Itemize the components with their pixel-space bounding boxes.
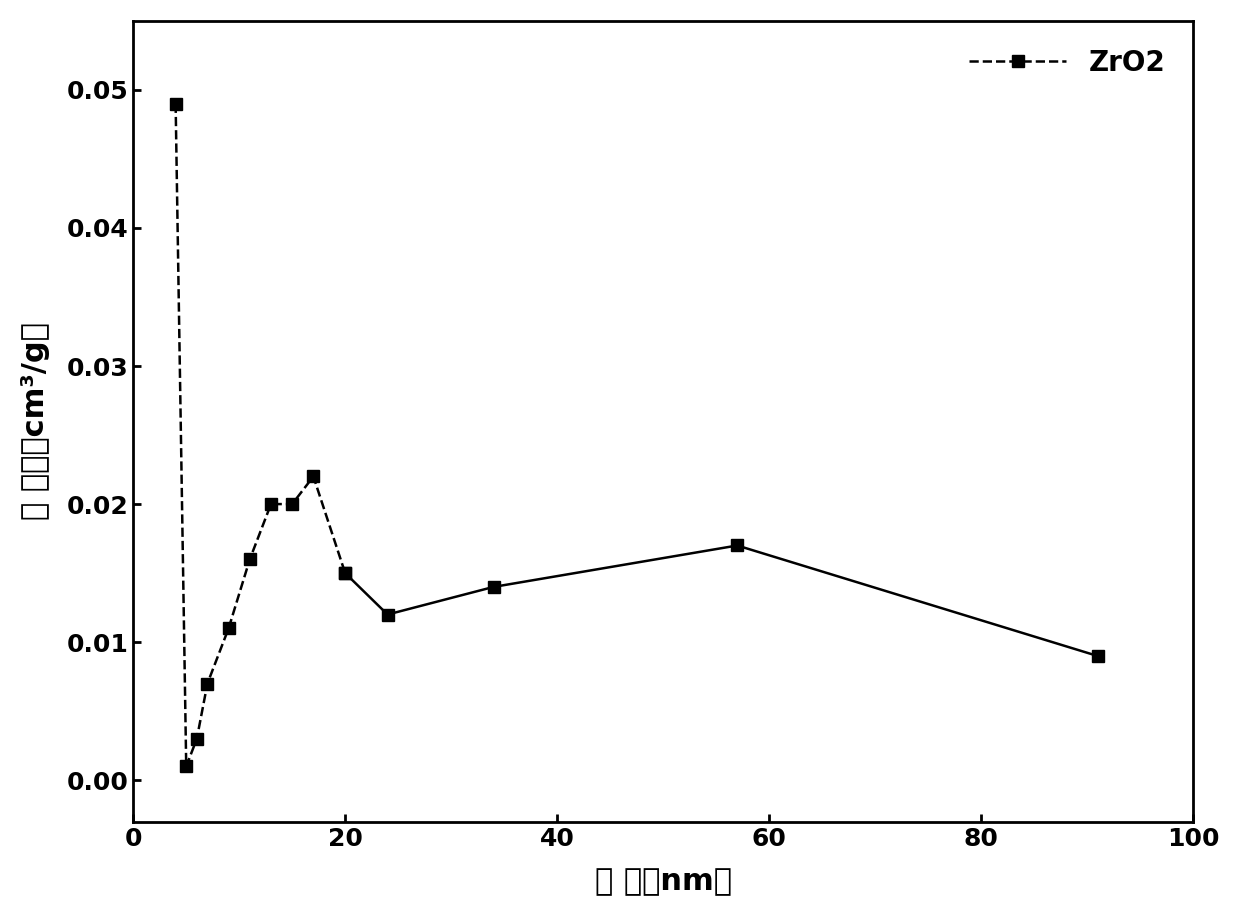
Legend: ZrO2: ZrO2: [955, 35, 1179, 91]
Y-axis label: 孔 体积（cm³/g）: 孔 体积（cm³/g）: [21, 322, 50, 520]
X-axis label: 孔 径（nm）: 孔 径（nm）: [594, 867, 732, 896]
